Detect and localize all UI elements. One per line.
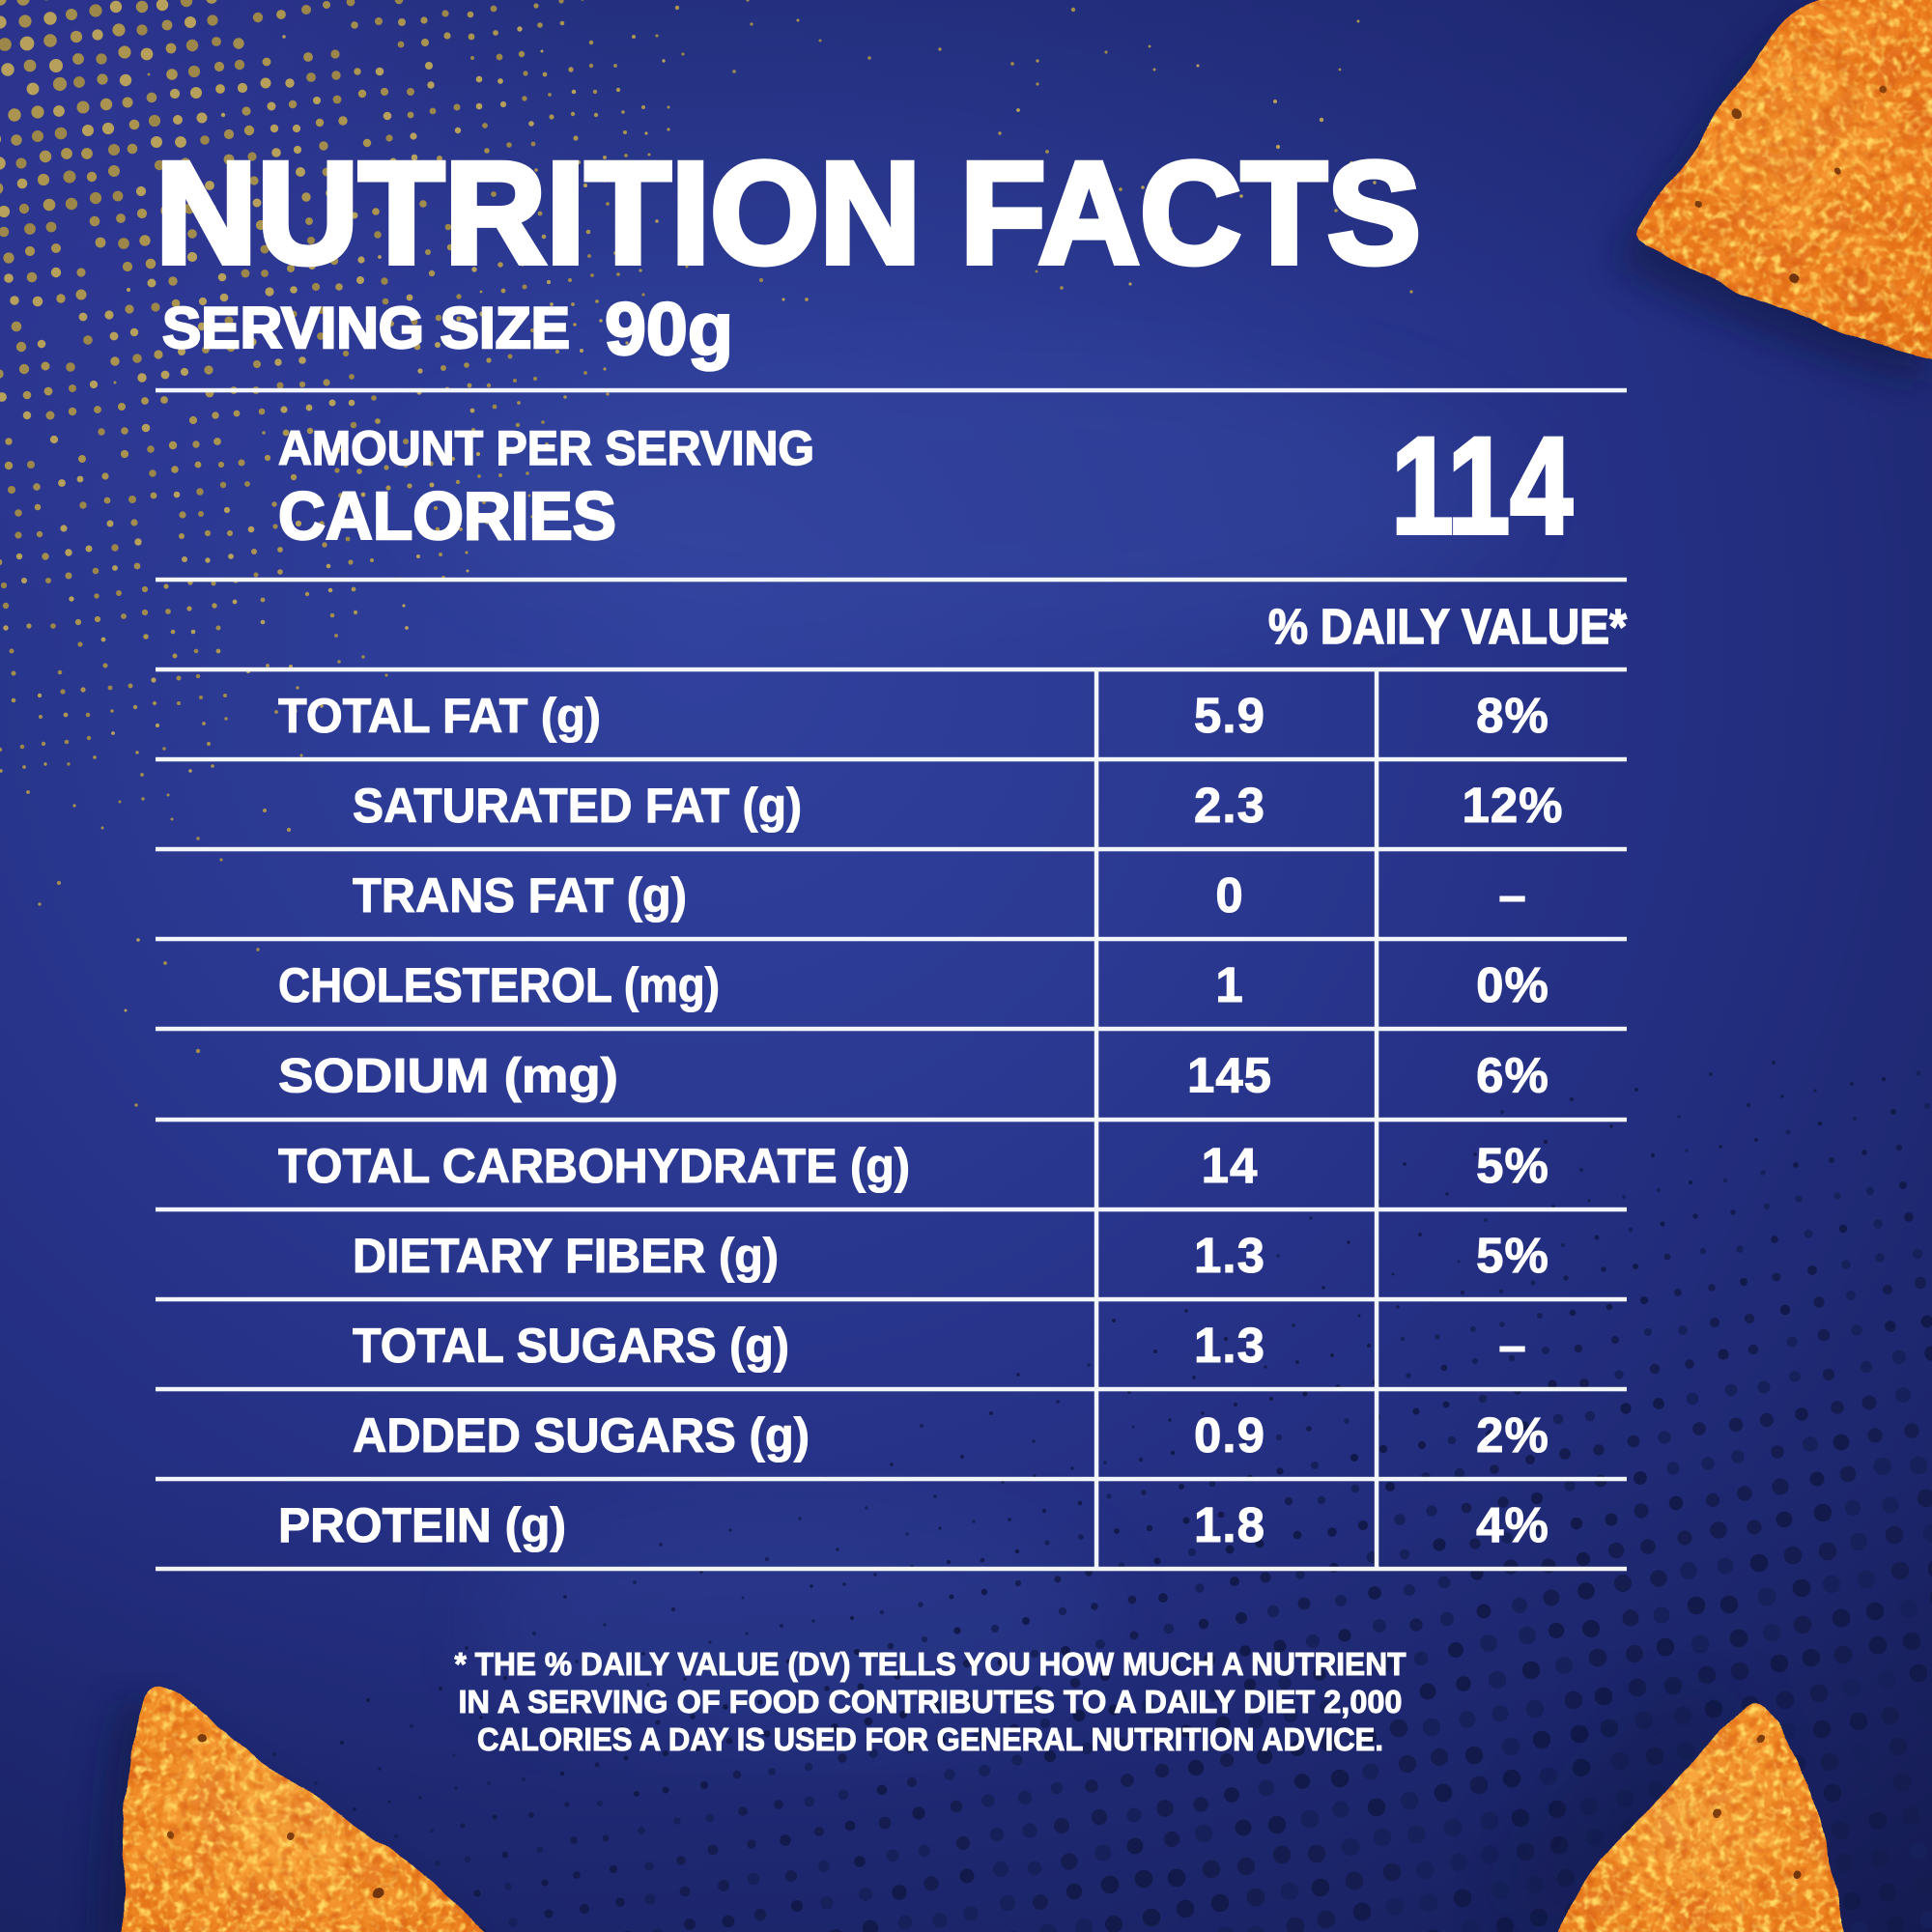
svg-text:TOTAL CARBOHYDRATE (g): TOTAL CARBOHYDRATE (g)	[278, 1139, 910, 1193]
svg-text:* THE % DAILY VALUE (DV) TELLS: * THE % DAILY VALUE (DV) TELLS YOU HOW M…	[455, 1646, 1406, 1682]
svg-text:90g: 90g	[605, 288, 733, 371]
svg-text:14: 14	[1202, 1138, 1259, 1193]
svg-text:SERVING SIZE: SERVING SIZE	[162, 296, 570, 360]
svg-text:TRANS FAT (g): TRANS FAT (g)	[353, 868, 687, 923]
svg-text:TOTAL SUGARS (g): TOTAL SUGARS (g)	[353, 1319, 789, 1373]
svg-text:DIETARY FIBER (g): DIETARY FIBER (g)	[353, 1229, 779, 1283]
svg-text:0: 0	[1215, 867, 1243, 923]
svg-text:1.8: 1.8	[1194, 1497, 1265, 1552]
svg-text:–: –	[1498, 1318, 1526, 1373]
svg-text:8%: 8%	[1476, 688, 1549, 743]
svg-text:NUTRITION FACTS: NUTRITION FACTS	[156, 131, 1421, 294]
svg-text:1.3: 1.3	[1194, 1318, 1265, 1373]
svg-text:1.3: 1.3	[1194, 1228, 1265, 1283]
svg-text:114: 114	[1391, 410, 1573, 563]
svg-text:IN A SERVING OF FOOD CONTRIBUT: IN A SERVING OF FOOD CONTRIBUTES TO A DA…	[459, 1684, 1403, 1719]
svg-text:5%: 5%	[1476, 1138, 1549, 1193]
svg-text:0%: 0%	[1476, 957, 1549, 1012]
svg-text:CALORIES A DAY IS USED FOR GEN: CALORIES A DAY IS USED FOR GENERAL NUTRI…	[477, 1721, 1383, 1757]
svg-text:145: 145	[1187, 1048, 1272, 1103]
svg-text:0.9: 0.9	[1194, 1407, 1265, 1463]
svg-text:CALORIES: CALORIES	[278, 478, 616, 554]
svg-text:SODIUM (mg): SODIUM (mg)	[278, 1049, 618, 1103]
svg-text:5%: 5%	[1476, 1228, 1549, 1283]
svg-text:6%: 6%	[1476, 1048, 1549, 1103]
svg-text:1: 1	[1215, 957, 1243, 1012]
svg-text:% DAILY VALUE*: % DAILY VALUE*	[1268, 599, 1627, 654]
svg-text:ADDED SUGARS (g): ADDED SUGARS (g)	[353, 1408, 810, 1463]
svg-text:CHOLESTEROL (mg): CHOLESTEROL (mg)	[278, 958, 720, 1012]
svg-text:PROTEIN (g): PROTEIN (g)	[278, 1498, 566, 1552]
svg-text:12%: 12%	[1462, 778, 1563, 833]
svg-text:2.3: 2.3	[1194, 778, 1265, 833]
svg-text:–: –	[1498, 867, 1526, 923]
svg-text:2%: 2%	[1476, 1407, 1549, 1463]
svg-text:AMOUNT PER SERVING: AMOUNT PER SERVING	[278, 421, 814, 475]
svg-text:SATURATED FAT (g): SATURATED FAT (g)	[353, 779, 802, 833]
svg-text:TOTAL FAT (g): TOTAL FAT (g)	[278, 689, 601, 743]
svg-text:4%: 4%	[1476, 1497, 1549, 1552]
svg-text:5.9: 5.9	[1194, 688, 1265, 743]
